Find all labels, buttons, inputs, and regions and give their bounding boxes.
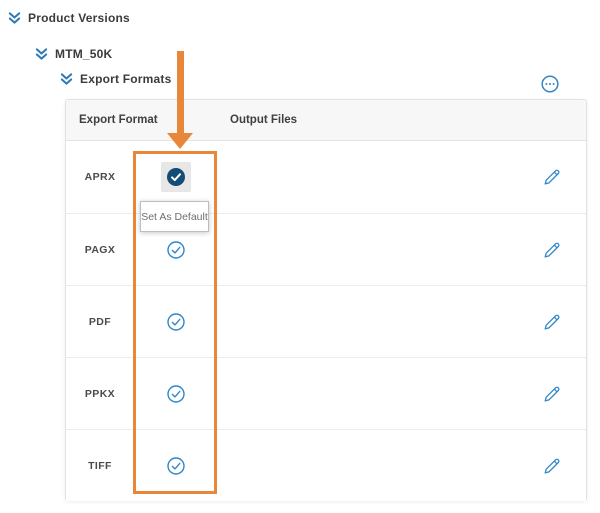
check-circle-outline-icon [167, 456, 185, 475]
format-label: APRX [84, 171, 116, 183]
pencil-icon [544, 242, 560, 258]
column-header-export-format: Export Format [79, 114, 158, 126]
pencil-icon [544, 458, 560, 474]
format-label: PAGX [84, 243, 116, 256]
check-circle-outline-icon [167, 240, 185, 259]
table-row: TIFF [66, 429, 586, 501]
tree-label: Product Versions [28, 11, 130, 25]
set-as-default-tooltip: Set As Default [140, 201, 209, 232]
pencil-icon [544, 169, 560, 185]
edit-button[interactable] [542, 167, 562, 187]
tree-label: MTM_50K [55, 47, 113, 61]
double-chevron-down-icon[interactable] [8, 11, 21, 25]
format-label: PDF [88, 315, 112, 328]
check-circle-filled-icon [167, 168, 185, 186]
table-row: PPKX [66, 357, 586, 429]
table-row: PDF [66, 285, 586, 357]
tree-node-product-versions[interactable]: Product Versions [8, 11, 130, 25]
edit-button[interactable] [542, 384, 562, 404]
format-label: TIFF [88, 459, 112, 472]
table-body: APRX PAGX [66, 141, 586, 501]
set-default-checkbox[interactable] [158, 358, 194, 429]
set-default-checkbox[interactable] [158, 430, 194, 501]
set-default-checkbox[interactable] [158, 141, 194, 213]
check-circle-outline-icon [167, 384, 185, 403]
tree-node-export-formats[interactable]: Export Formats [60, 72, 171, 86]
table-header-row: Export Format Output Files [66, 100, 586, 141]
set-default-checkbox[interactable] [158, 214, 194, 285]
edit-button[interactable] [542, 240, 562, 260]
set-default-checkbox[interactable] [158, 286, 194, 357]
tree-label: Export Formats [80, 72, 172, 86]
double-chevron-down-icon[interactable] [35, 47, 48, 61]
column-header-output-files: Output Files [230, 114, 298, 126]
double-chevron-down-icon[interactable] [60, 72, 73, 86]
export-formats-table: Export Format Output Files APRX [65, 99, 587, 501]
check-circle-outline-icon [167, 312, 185, 331]
pencil-icon [544, 386, 560, 402]
pencil-icon [544, 314, 560, 330]
edit-button[interactable] [542, 456, 562, 476]
tree-node-mtm-50k[interactable]: MTM_50K [35, 47, 112, 61]
format-label: PPKX [84, 387, 116, 400]
ellipsis-circle-icon [541, 75, 559, 93]
more-options-button[interactable] [541, 75, 559, 93]
edit-button[interactable] [542, 312, 562, 332]
